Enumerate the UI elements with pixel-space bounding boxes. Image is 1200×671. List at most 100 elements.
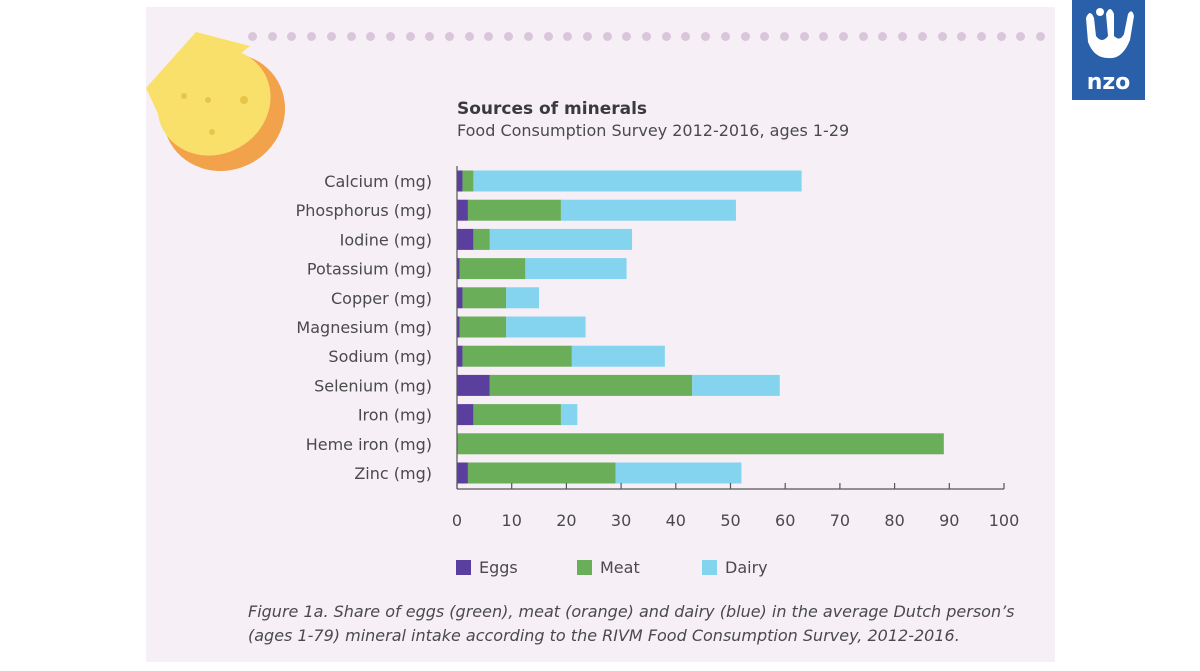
x-tick-label: 20: [556, 511, 576, 530]
chart-subtitle: Food Consumption Survey 2012-2016, ages …: [457, 121, 850, 140]
decorative-dot: [307, 32, 317, 41]
cheese-illustration: [146, 32, 286, 172]
category-label: Iodine (mg): [340, 230, 432, 249]
decorative-dot: [326, 32, 336, 41]
legend-swatch-eggs: [456, 560, 471, 575]
decorative-dot: [248, 32, 257, 41]
bar-meat: [462, 170, 474, 192]
decorative-dot: [858, 32, 868, 41]
decorative-dot: [504, 32, 514, 41]
decorative-dot: [287, 32, 297, 41]
decorative-dot: [917, 32, 927, 41]
decorative-dot: [937, 32, 947, 41]
bar-dairy: [525, 258, 627, 280]
category-label: Calcium (mg): [324, 172, 432, 191]
decorative-dot: [405, 32, 415, 41]
bar-meat: [473, 404, 561, 426]
caption-line-1: Figure 1a. Share of eggs (green), meat (…: [248, 602, 1015, 621]
logo-text: nzo: [1086, 70, 1131, 95]
category-label: Phosphorus (mg): [296, 201, 432, 220]
bar-eggs: [457, 258, 460, 280]
bar-meat: [462, 345, 572, 367]
decorative-dot: [445, 32, 454, 41]
bar-eggs: [457, 287, 463, 309]
legend-item-dairy: Dairy: [702, 558, 768, 577]
category-label: Zinc (mg): [354, 464, 432, 483]
decorative-dot: [267, 32, 277, 41]
decorative-dot: [799, 32, 809, 41]
bar-eggs: [457, 345, 463, 367]
decorative-dot: [701, 32, 711, 41]
x-tick-label: 0: [452, 511, 462, 530]
bar-dairy: [615, 462, 742, 484]
category-label: Magnesium (mg): [296, 318, 432, 337]
nzo-logo: [1072, 0, 1145, 100]
legend-swatch-dairy: [702, 560, 717, 575]
decorative-dot: [602, 32, 612, 41]
bar-dairy: [571, 345, 665, 367]
decorative-dot: [425, 32, 435, 41]
bar-eggs: [457, 404, 474, 426]
category-label: Heme iron (mg): [306, 435, 432, 454]
decorative-dot: [1036, 32, 1045, 41]
decorative-dot: [523, 32, 533, 41]
decorative-dot: [346, 32, 356, 41]
bar-dairy: [506, 316, 586, 338]
x-tick-label: 80: [884, 511, 904, 530]
decorative-dot: [760, 32, 770, 41]
legend-label: Eggs: [479, 558, 518, 577]
bar-dairy: [489, 228, 633, 250]
x-tick-label: 30: [611, 511, 631, 530]
x-tick-label: 10: [502, 511, 522, 530]
category-label: Selenium (mg): [314, 376, 432, 395]
decorative-dot: [720, 32, 730, 41]
milk-splash-icon: [1086, 8, 1134, 59]
bar-meat: [462, 287, 507, 309]
x-tick-label: 100: [989, 511, 1020, 530]
decorative-dot: [661, 32, 671, 41]
bar-eggs: [457, 462, 468, 484]
legend-item-eggs: Eggs: [456, 558, 518, 577]
figure-panel: [146, 7, 1055, 662]
bar-meat: [467, 462, 616, 484]
bar-meat: [467, 199, 561, 221]
chart-title: Sources of minerals: [457, 99, 648, 119]
bar-eggs: [457, 374, 490, 396]
legend-label: Dairy: [725, 558, 768, 577]
decorative-dot: [819, 32, 829, 41]
bar-meat: [459, 258, 526, 280]
stacked-bar-chart: Calcium (mg) Phosphorus (mg) Iodine (mg) Po…: [296, 166, 1020, 530]
decorative-dot: [681, 32, 691, 41]
bar-meat: [457, 433, 944, 455]
caption-line-2: (ages 1-79) mineral intake according to …: [248, 626, 960, 645]
decorative-dot: [1016, 32, 1026, 41]
decorative-dot: [484, 32, 494, 41]
bar-dairy: [692, 374, 780, 396]
category-label: Copper (mg): [331, 289, 432, 308]
x-tick-label: 40: [666, 511, 686, 530]
decorative-dot: [543, 32, 553, 41]
bar-dairy: [506, 287, 540, 309]
legend-swatch-meat: [577, 560, 592, 575]
x-tick-label: 70: [830, 511, 850, 530]
bar-eggs: [457, 170, 463, 192]
decorative-dot: [385, 32, 395, 41]
category-label: Sodium (mg): [328, 347, 432, 366]
legend-label: Meat: [600, 558, 640, 577]
decorative-dot: [779, 32, 789, 41]
x-tick-label: 50: [720, 511, 740, 530]
bar-dairy: [473, 170, 802, 192]
decorative-dot: [878, 32, 888, 41]
decorative-dot: [839, 32, 848, 41]
bar-meat: [459, 316, 507, 338]
decorative-dot: [740, 32, 750, 41]
figure-caption: Figure 1a. Share of eggs (green), meat (…: [248, 600, 1028, 648]
x-tick-label: 90: [939, 511, 959, 530]
x-tick-label: 60: [775, 511, 795, 530]
bar-eggs: [457, 199, 468, 221]
decorative-dot: [976, 32, 986, 41]
bar-meat: [473, 228, 490, 250]
bar-dairy: [560, 404, 578, 426]
bar-eggs: [457, 228, 474, 250]
decorative-dot: [366, 32, 376, 41]
